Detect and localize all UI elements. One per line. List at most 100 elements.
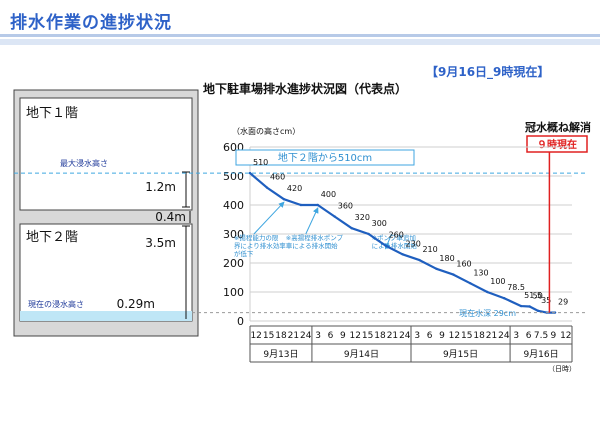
b2-label: 地下２階 [26,230,78,245]
data-point-6 [350,227,353,230]
annotation-arrow-1 [305,207,319,235]
data-point-3 [299,203,303,207]
x-hour-1-5: 18 [374,331,386,341]
data-label-2: 420 [287,184,302,193]
annotation-0-line-0: ※揚程能力の限 [234,233,279,242]
data-point-0 [248,171,252,175]
x-hour-3-0: 3 [513,331,519,341]
x-hour-2-2: 9 [439,331,445,341]
reference-label-box [235,149,415,166]
x-hour-2-0: 3 [414,331,420,341]
drainage-line-chart: 地下駐車場排水進捗状況図（代表点） （水面の高さcm） （日時） 冠水概ね解消 … [203,81,591,373]
data-label-18: 35 [541,296,551,305]
y-tick-label-400: 400 [223,199,244,212]
x-hour-3-1: 6 [526,331,532,341]
data-point-20 [553,311,557,314]
x-hour-3-4: 12 [560,331,571,341]
y-tick-label-100: 100 [223,286,244,299]
x-axis-label: （日時） [548,365,576,373]
data-point-13 [469,282,472,285]
b1-floor [19,97,193,211]
data-label-4: 400 [321,190,336,199]
data-point-16 [519,304,523,308]
data-point-8 [384,244,387,247]
data-label-9: 230 [406,239,421,248]
annotation-0-line-2: が低下 [234,249,254,258]
data-point-11 [435,267,438,270]
b2-floor [19,223,193,322]
data-point-4 [316,203,319,207]
x-hour-2-6: 21 [486,331,497,341]
as-of-timestamp: 【9月16日_9時現在】 [426,65,550,79]
x-day-label-3: 9月16日 [523,349,558,360]
data-label-8: 260 [389,231,404,240]
data-point-17 [528,305,531,308]
data-label-17: 50 [533,292,543,301]
series-group [248,171,557,314]
data-label-11: 180 [439,254,454,263]
annotation-arrow-0 [253,201,285,235]
y-tick-label-500: 500 [223,170,244,183]
x-hour-2-4: 15 [461,331,472,341]
data-point-2 [282,198,286,201]
data-point-12 [452,273,455,276]
data-label-14: 100 [490,277,505,286]
y-axis-label: （水面の高さcm） [232,126,300,136]
page-title: 排水作業の進捗状況 [10,13,172,33]
dim-b2-value: 3.5m [145,236,176,250]
dim-slab-value: 0.4m [155,210,186,224]
data-label-15: 78.5 [507,283,525,292]
x-hour-1-0: 3 [315,331,321,341]
x-hour-1-4: 15 [362,331,373,341]
x-hour-0-0: 12 [250,331,261,341]
y-tick-label-200: 200 [223,257,244,270]
x-hour-2-1: 6 [427,331,433,341]
x-hour-1-7: 24 [399,331,411,341]
x-hour-1-6: 21 [387,331,398,341]
x-hour-0-4: 24 [300,331,312,341]
data-label-0: 510 [253,158,268,167]
x-hour-2-5: 18 [473,331,485,341]
x-day-label-1: 9月14日 [344,349,379,360]
data-point-14 [486,290,489,294]
y-tick-label-300: 300 [223,228,244,241]
now-marker-label: ９時現在 [537,138,577,151]
data-point-15 [503,297,506,300]
data-point-5 [333,215,336,218]
x-day-label-0: 9月13日 [263,349,298,360]
data-label-7: 300 [372,219,387,228]
x-hour-2-7: 24 [498,331,510,341]
y-tick-label-0: 0 [237,315,244,328]
data-point-7 [367,232,370,236]
annotation-1-line-0: ※高揚程排水ポンプ [286,233,344,242]
x-hour-3-2: 7.5 [534,331,548,341]
annotation-2-line-1: による排水開始 [372,241,418,250]
current-water-fill [20,311,192,321]
building-cross-section: 地下１階 地下２階 最大浸水高さ 現在の浸水高さ 1.2m 0.4m 3.5m … [13,89,199,337]
x-hour-1-2: 9 [340,331,346,341]
data-label-6: 320 [355,213,370,222]
annotation-0-line-1: 界により排水効率 [234,241,286,250]
x-day-label-2: 9月15日 [443,349,478,360]
data-label-5: 360 [338,202,353,211]
x-hour-0-1: 15 [263,331,274,341]
b1-label: 地下１階 [26,106,78,121]
annotation-2-line-0: ※ポンプ車追加 [372,233,416,242]
data-label-12: 160 [456,260,471,269]
x-hour-1-1: 6 [328,331,334,341]
dim-current-value: 0.29m [117,297,155,311]
dim-b1-value: 1.2m [145,180,176,194]
data-point-10 [418,258,421,262]
now-marker-box [526,135,588,153]
data-label-10: 210 [422,245,437,254]
x-hour-0-3: 21 [288,331,299,341]
reference-line-label: 地下２階から510cm [278,151,372,164]
x-hour-3-3: 9 [551,331,557,341]
chart-title: 地下駐車場排水進捗状況図（代表点） [203,81,407,96]
data-point-18 [536,309,540,313]
current-water-label: 現在の浸水高さ [28,299,84,309]
